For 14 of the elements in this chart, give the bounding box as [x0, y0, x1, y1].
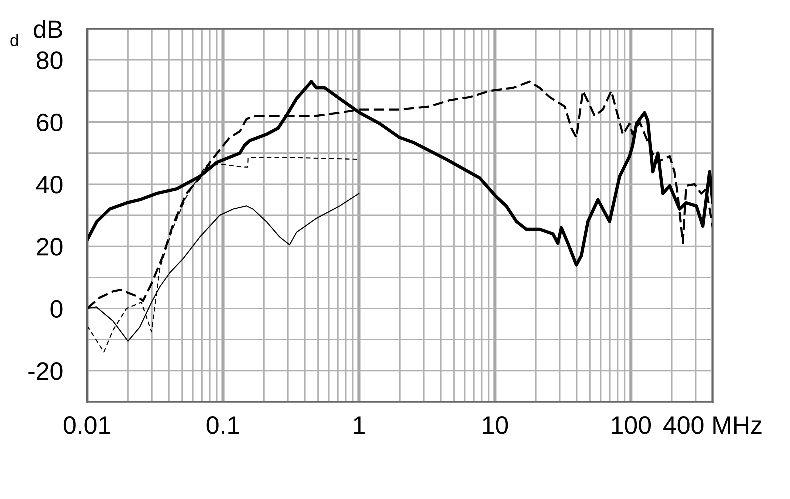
text: d	[10, 34, 18, 46]
x-tick-label: 10	[483, 416, 508, 434]
x-tick-label: 1	[354, 416, 365, 434]
y-tick-label: 20	[37, 238, 63, 256]
x-tick-label: 0.01	[64, 416, 110, 434]
y-tick-label: 0	[50, 300, 63, 318]
y-tick-label: 60	[37, 114, 63, 132]
x-tick-label: 400 MHz	[664, 416, 762, 434]
y-tick-label: 40	[36, 176, 63, 194]
y-tick-label: 80	[36, 52, 63, 70]
y-tick-label: -20	[28, 362, 63, 380]
x-tick-label: 100	[612, 416, 652, 434]
x-tick-label: 0.1	[206, 416, 240, 434]
y-tick-label: dB	[34, 20, 62, 38]
